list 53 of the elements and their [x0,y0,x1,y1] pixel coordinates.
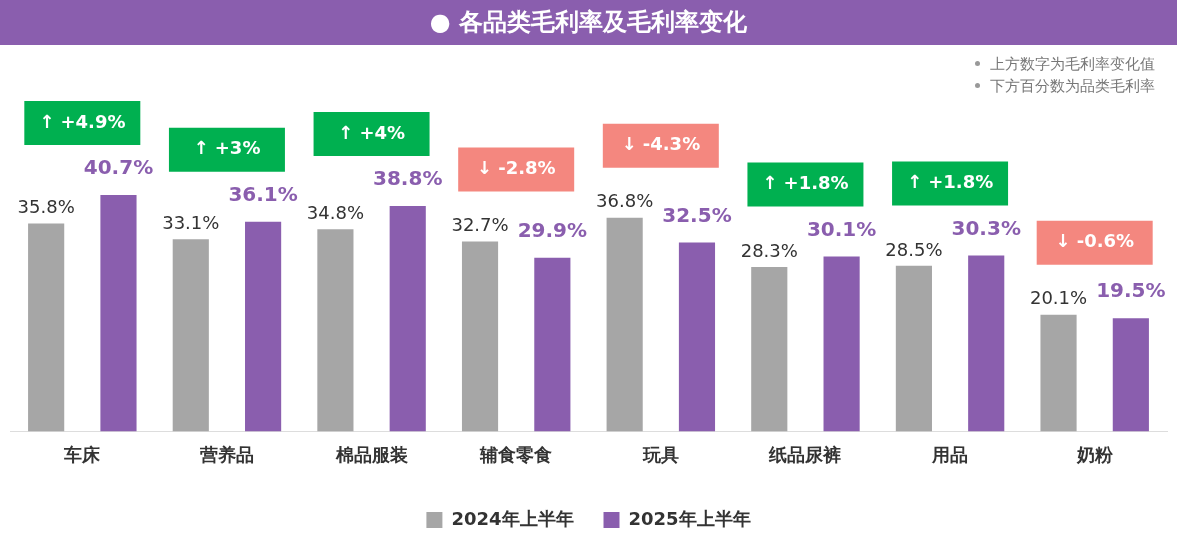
bar [389,206,426,432]
text: ↑ +4% [338,121,406,143]
chart-title: ● 各品类毛利率及毛利率变化 [0,0,1177,45]
bar [678,242,716,432]
data-label: 28.5% [885,238,943,260]
bar [317,229,354,432]
data-label: 34.8% [306,201,364,223]
x-tick-label: 车床 [63,443,102,465]
text: ↑ +1.8% [906,171,994,193]
data-label: 28.3% [740,239,798,261]
bar [968,255,1005,432]
text: ↓ -2.8% [476,157,556,179]
bar [28,223,65,432]
data-label: 38.8% [373,166,443,191]
x-tick-label: 营养品 [198,443,254,465]
bar [172,239,209,432]
x-tick-label: 玩具 [641,443,679,465]
text: ↓ -4.3% [621,133,701,155]
x-tick-label: 用品 [931,443,969,465]
bar [461,241,499,432]
bar [895,265,932,432]
annotation: ↓ -0.6% [1055,230,1135,252]
bar [1112,318,1149,432]
bar [751,267,788,432]
bar [1040,314,1077,432]
data-label: 35.8% [17,196,75,218]
text: 上方数字为毛利率变化值 [990,55,1155,73]
data-label: 30.3% [951,215,1021,240]
data-label: 36.8% [596,190,654,212]
data-label: 32.5% [662,202,732,227]
x-tick-label: 奶粉 [1075,443,1114,465]
bar [534,257,571,432]
bar [823,256,860,432]
text: ↑ +1.8% [762,172,849,194]
x-tick-label: 辅食零食 [479,443,553,465]
data-label: 32.7% [451,214,509,236]
bar [245,221,282,432]
text: 下方百分数为品类毛利率 [990,77,1155,95]
x-tick-label: 棉品服装 [334,443,408,465]
text: ↑ +3% [193,137,261,159]
legend-label: 2024年上半年 [451,507,574,529]
legend-label: 2025年上半年 [628,507,751,529]
x-tick-label: 纸品尿裤 [768,443,842,465]
data-label: 40.7% [83,155,154,180]
text: ↑ +4.9% [39,110,126,132]
data-label: 33.1% [162,211,220,233]
bar [606,217,643,432]
data-label: 29.9% [517,217,588,242]
data-label: 30.1% [806,216,877,241]
data-label: 20.1% [1029,287,1088,309]
bar [100,194,137,432]
data-label: 36.1% [228,181,298,206]
data-label: 19.5% [1096,278,1166,303]
